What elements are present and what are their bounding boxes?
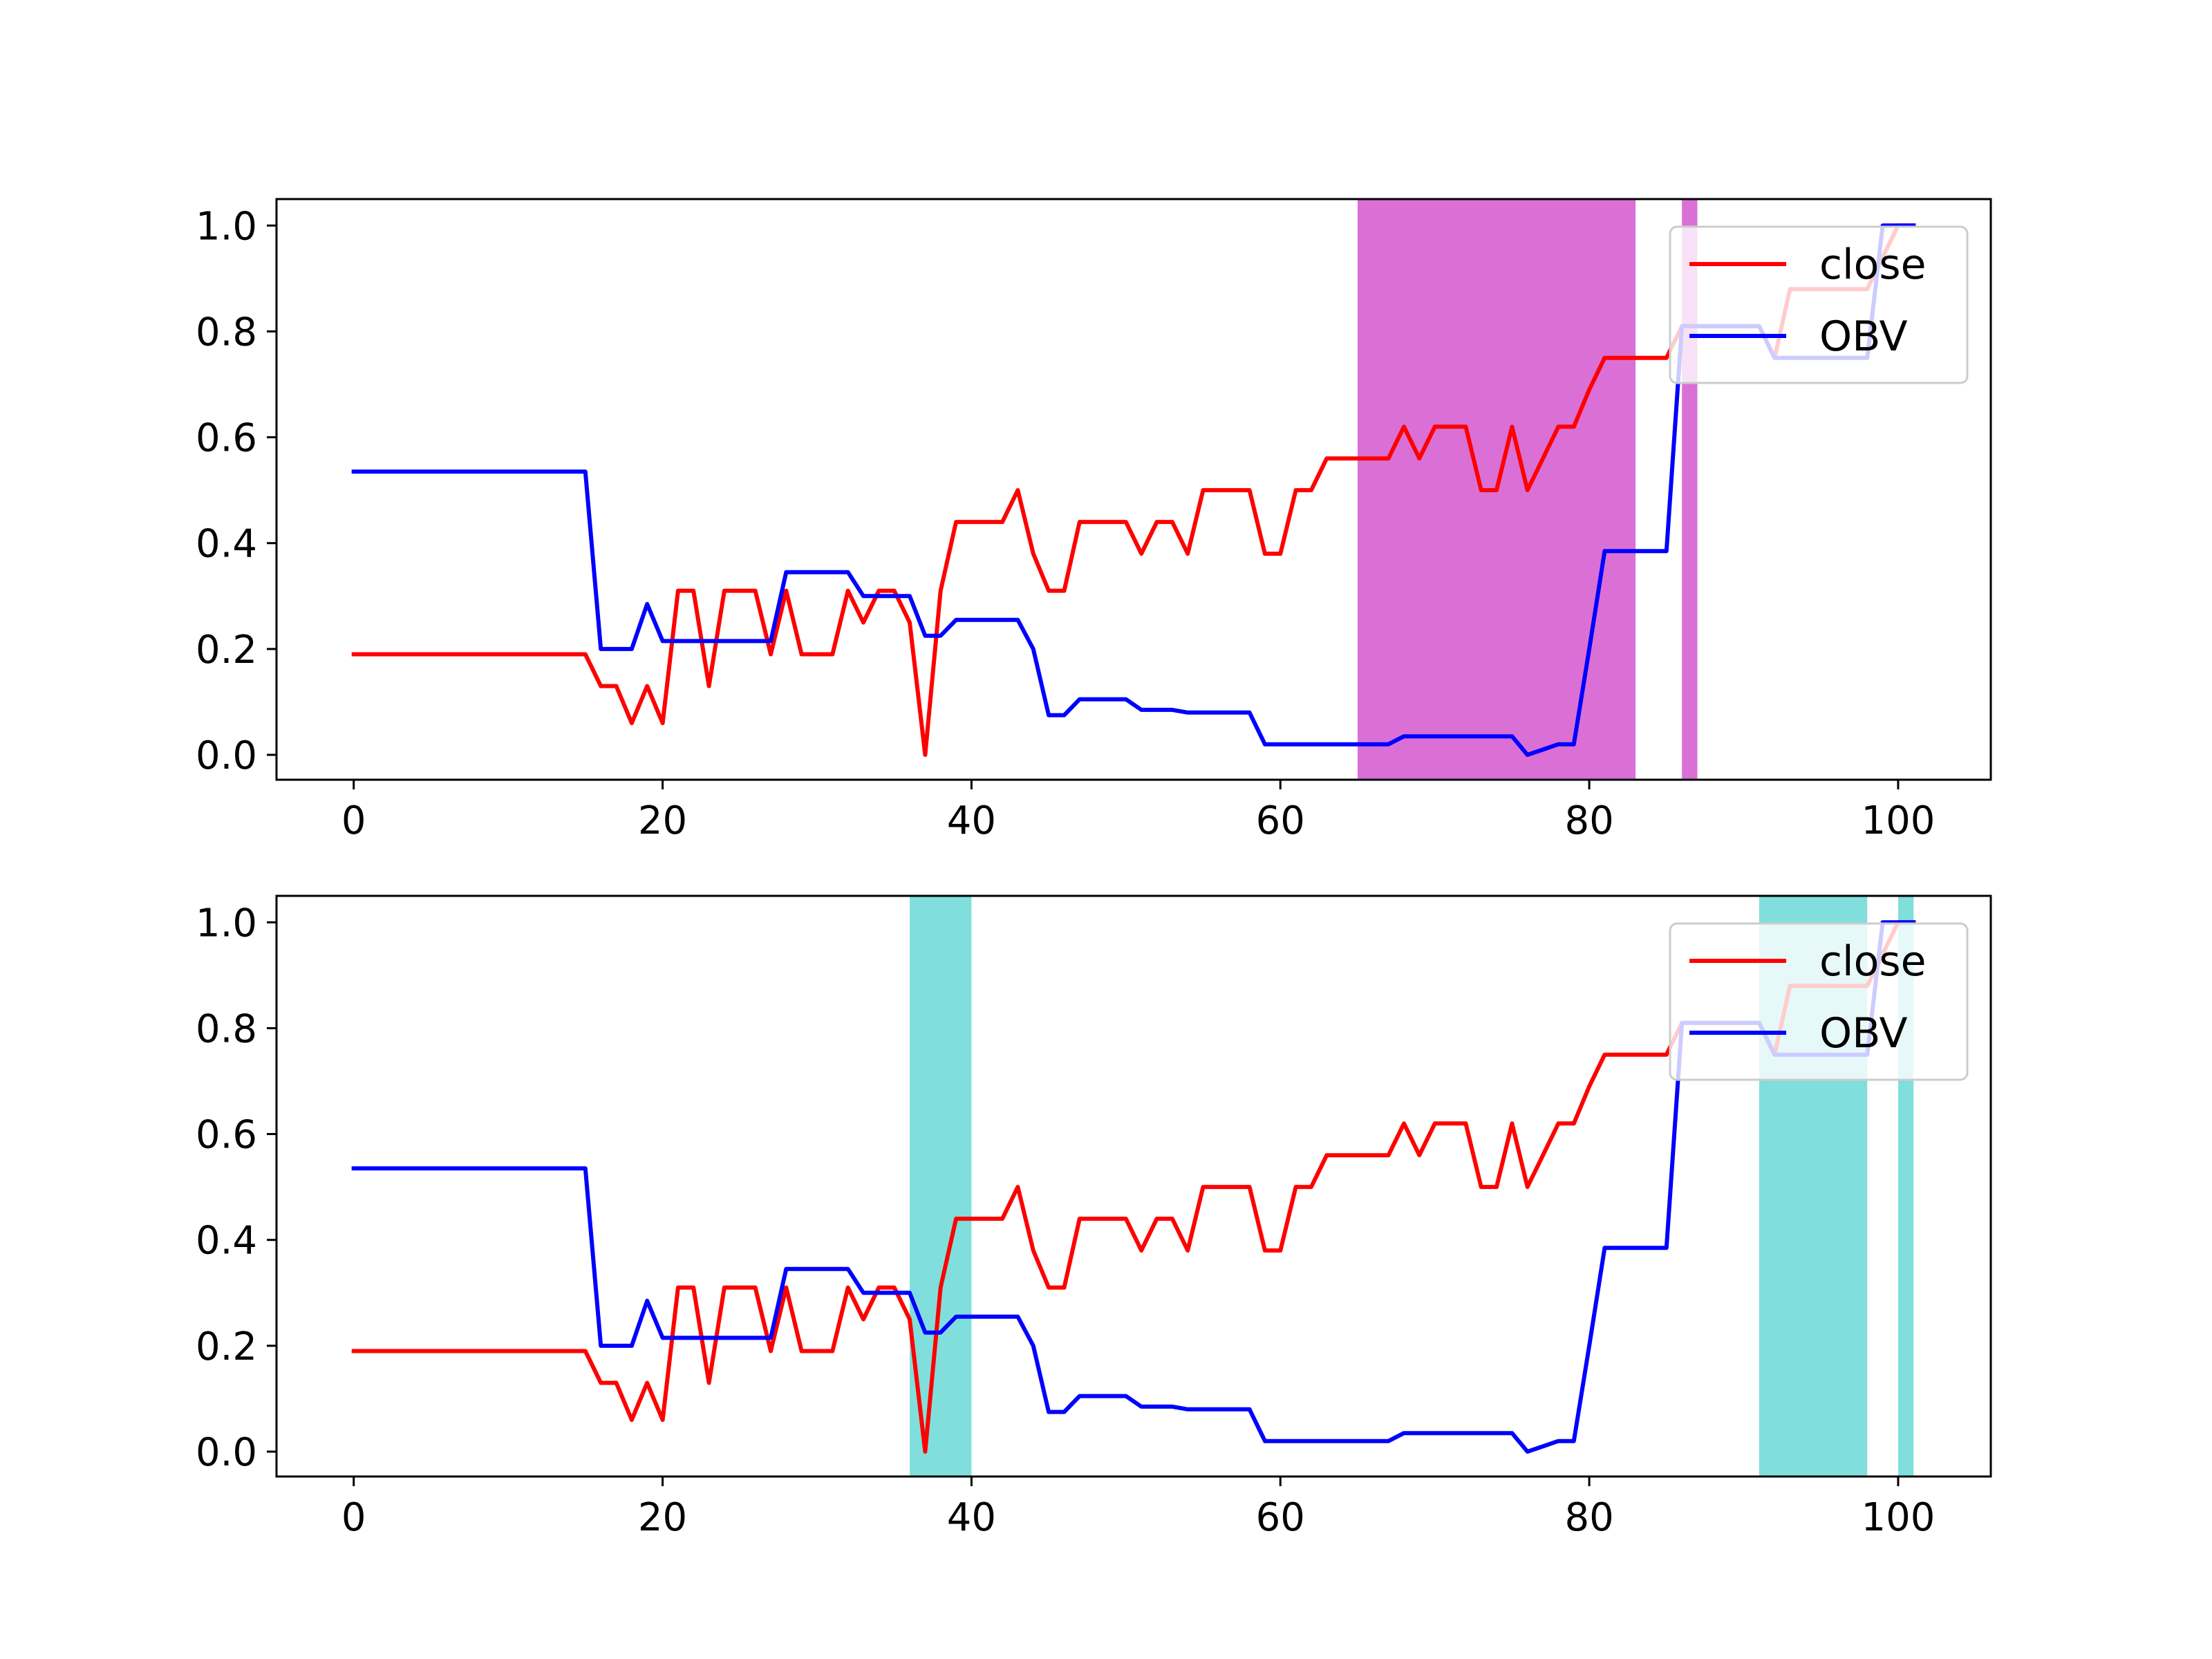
axes-frame [275, 198, 1992, 781]
y-tick-label: 0.6 [196, 416, 257, 461]
subplot-top: 0 20 40 60 80 100 0.0 0.2 0.4 0.6 0.8 1.0 close OBV [196, 198, 1992, 843]
x-tick-label: 20 [638, 798, 687, 843]
y-tick-label: 0.2 [196, 628, 257, 673]
x-tick-label: 80 [1564, 1495, 1613, 1540]
x-tick-label: 80 [1564, 798, 1613, 843]
legend-label-close: close [1819, 241, 1927, 289]
y-tick-label: 0.4 [196, 1219, 257, 1264]
shaded-region [910, 896, 972, 1477]
y-tick-label: 1.0 [196, 901, 257, 946]
y-tick-label: 1.0 [196, 204, 257, 249]
x-tick-label: 60 [1256, 798, 1305, 843]
axes-frame [275, 894, 1992, 1478]
y-tick-label: 0.8 [196, 310, 257, 355]
legend-label-obv: OBV [1819, 312, 1908, 361]
x-tick-label: 100 [1862, 1495, 1936, 1540]
y-tick-label: 0.0 [196, 1430, 257, 1475]
x-tick-label: 0 [341, 798, 366, 843]
x-tick-label: 40 [947, 1495, 996, 1540]
y-tick-label: 0.2 [196, 1324, 257, 1369]
legend-label-obv: OBV [1819, 1009, 1908, 1058]
y-tick-label: 0.0 [196, 733, 257, 778]
x-tick-label: 100 [1862, 798, 1936, 843]
y-tick-label: 0.6 [196, 1113, 257, 1158]
x-tick-label: 60 [1256, 1495, 1305, 1540]
legend-label-close: close [1819, 937, 1927, 986]
legend: close OBV [1669, 225, 1969, 384]
y-tick-label: 0.8 [196, 1006, 257, 1051]
x-tick-label: 0 [341, 1495, 366, 1540]
x-tick-label: 40 [947, 798, 996, 843]
y-tick-label: 0.4 [196, 522, 257, 567]
subplot-bottom: 0 20 40 60 80 100 0.0 0.2 0.4 0.6 0.8 1.0 close OBV [196, 894, 1992, 1540]
legend: close OBV [1669, 922, 1969, 1081]
x-tick-label: 20 [638, 1495, 687, 1540]
